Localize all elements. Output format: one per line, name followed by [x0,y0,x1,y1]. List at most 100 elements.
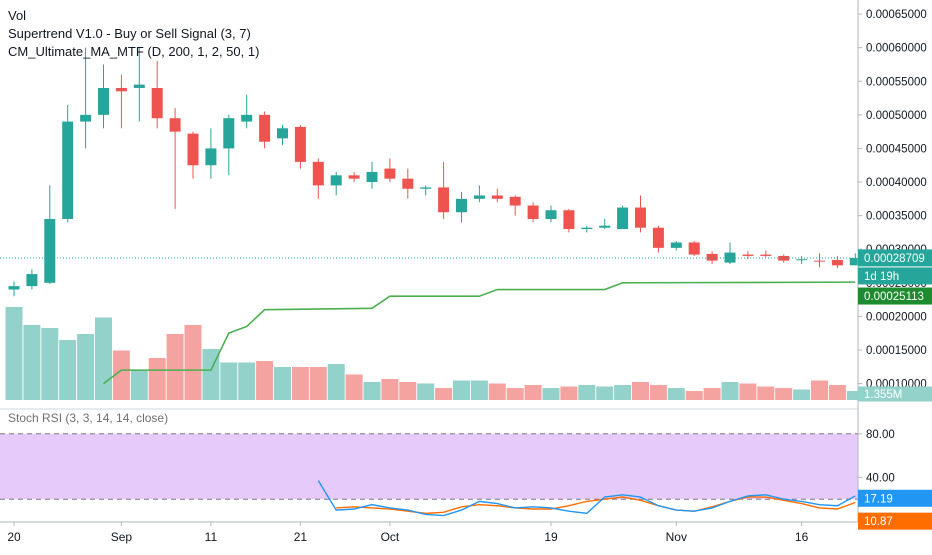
candle-body [187,133,199,166]
volume-bar [685,391,703,400]
price-tick-label: 0.00050000 [866,110,927,122]
volume-bar [453,380,470,400]
volume-bar [5,307,23,400]
candle-body [545,210,557,219]
candle-body [760,254,772,256]
stoch-rsi-k-line [317,480,856,517]
volume-bar [632,382,649,400]
candle-body [491,195,503,199]
volume-bar [399,382,417,400]
candle-body [98,87,109,115]
volume-bar [95,317,112,400]
volume-bar [793,389,811,400]
volume-bar [578,385,596,400]
candle-body [742,254,754,256]
candle-body [831,259,843,266]
candle-body [115,87,127,92]
volume-bar [59,340,77,400]
volume-bar [560,386,578,400]
candle-body [62,121,74,219]
volume-bar [775,388,793,400]
last-price-label: 0.00028709 [864,253,925,265]
volume-bar [309,367,327,400]
volume-bar [345,374,363,400]
candle-body [26,274,38,287]
volume-bar [739,383,757,400]
last-price-label-bg [858,249,932,267]
volume-bar [417,383,435,400]
volume-bar [363,382,381,400]
candle-body [635,207,646,228]
volume-value-label: 1.355M [864,389,902,401]
stoch-rsi-pane [0,433,858,517]
time-tick-label: 20 [7,530,21,544]
stoch-rsi-band [0,433,858,500]
volume-bar [667,388,685,400]
candle-body [402,178,414,189]
price-tick-label: 0.00045000 [866,143,927,155]
legend-vol[interactable]: Vol [8,8,27,23]
stoch-rsi-d-line [336,496,856,515]
candle-body [133,84,145,88]
candle-body [688,242,700,255]
volume-bar [828,385,846,400]
legend-supertrend[interactable]: Supertrend V1.0 - Buy or Sell Signal (3,… [8,26,251,41]
candle-body [814,260,825,262]
volume-bar [596,386,614,400]
candle-body [80,114,92,122]
candle-body [277,128,288,139]
candle-body [169,118,181,132]
volume-bar [846,391,864,400]
countdown-label-bg [858,267,932,285]
legend-stoch-rsi[interactable]: Stoch RSI (3, 3, 14, 14, close) [8,411,169,425]
candle-body [599,225,611,228]
candle-body [670,242,682,248]
candle-body [473,195,485,199]
volume-bar [721,382,739,400]
axis-value-labels: 0.00028709 1d 19h 0.00025113 1.355M 17.19 10.… [858,249,932,530]
candle-body [205,148,217,166]
candle-body [527,205,539,219]
volume-bar [41,328,59,400]
candle-body [652,227,664,248]
stoch-d-value-label-bg [858,512,932,530]
price-axis[interactable]: 0.00065000 0.00060000 0.00055000 0.00050000… [858,9,927,484]
candle-body [617,207,629,230]
price-tick-label: 0.00055000 [866,76,927,88]
candle-body [420,187,432,189]
volume-bar [757,386,775,400]
price-tick-label: 0.00035000 [866,211,927,223]
price-tick-label: 0.00065000 [866,9,927,21]
time-axis[interactable]: 20 Sep 11 21 Oct 19 Nov 16 [7,522,809,544]
candle-body [348,175,360,179]
candle-body [796,259,808,261]
volume-bar [23,325,41,400]
volume-bar [238,362,256,400]
candle-body [438,187,450,213]
volume-bar [148,358,166,400]
candle-body [563,210,575,230]
candle-body [241,114,253,122]
candle-body [294,126,306,162]
candle-body [151,87,163,119]
volume-bar [291,367,309,400]
volume-bar [184,325,202,400]
time-tick-label: 21 [294,530,308,544]
rsi-tick-label: 40.00 [866,472,895,484]
time-tick-label: Oct [381,530,400,544]
legend-cm-ultimate[interactable]: CM_Ultimate_MA_MTF (D, 200, 1, 2, 50, 1) [8,44,260,59]
volume-bar [381,379,399,400]
price-tick-label: 0.00040000 [866,177,927,189]
volume-bar [614,385,632,400]
volume-series [5,307,864,400]
stoch-k-value-label: 17.19 [864,493,893,505]
candle-body [509,196,521,206]
price-tick-label: 0.00020000 [866,311,927,323]
time-tick-label: 16 [795,530,809,544]
time-tick-label: 11 [205,530,218,544]
ma-price-label-bg [858,287,932,305]
volume-bar [524,385,542,400]
candle-body [223,118,235,149]
